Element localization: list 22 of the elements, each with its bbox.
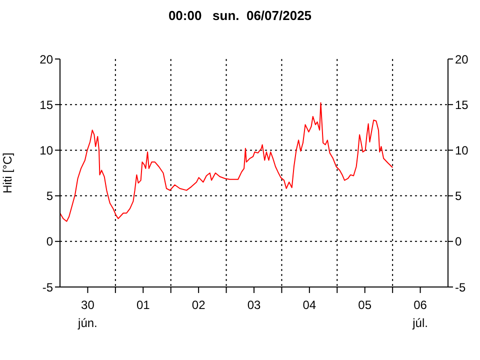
y2-tick-label: 10 <box>455 143 469 158</box>
y-tick-label: 20 <box>40 52 54 66</box>
x-tick-label: 05 <box>358 298 372 312</box>
y-tick-label: 15 <box>40 98 54 112</box>
y-tick-label: 0 <box>46 234 54 249</box>
y2-tick-label: 0 <box>455 234 462 249</box>
y-tick-label: -5 <box>42 280 54 294</box>
chart-title: 00:00 sun. 06/07/2025 <box>167 8 313 23</box>
y2-tick-label: 20 <box>455 52 469 66</box>
y2-tick-label: 15 <box>455 98 469 112</box>
x-tick-label: 06 júl. <box>412 298 428 330</box>
x-tick-label: 04 <box>302 298 316 312</box>
y-axis-title: Hiti [°C] <box>0 152 14 194</box>
x-tick-label: 01 <box>136 298 150 312</box>
y-tick-label: 10 <box>40 143 54 158</box>
line-series <box>60 102 394 222</box>
y2-tick-label: 5 <box>455 189 462 204</box>
x-tick-label: 02 <box>192 298 206 312</box>
x-tick-label: 03 <box>247 298 261 312</box>
y-tick-label: 5 <box>46 189 54 204</box>
x-tick-label: 30 jún. <box>77 298 98 330</box>
y2-tick-label: -5 <box>455 280 466 294</box>
